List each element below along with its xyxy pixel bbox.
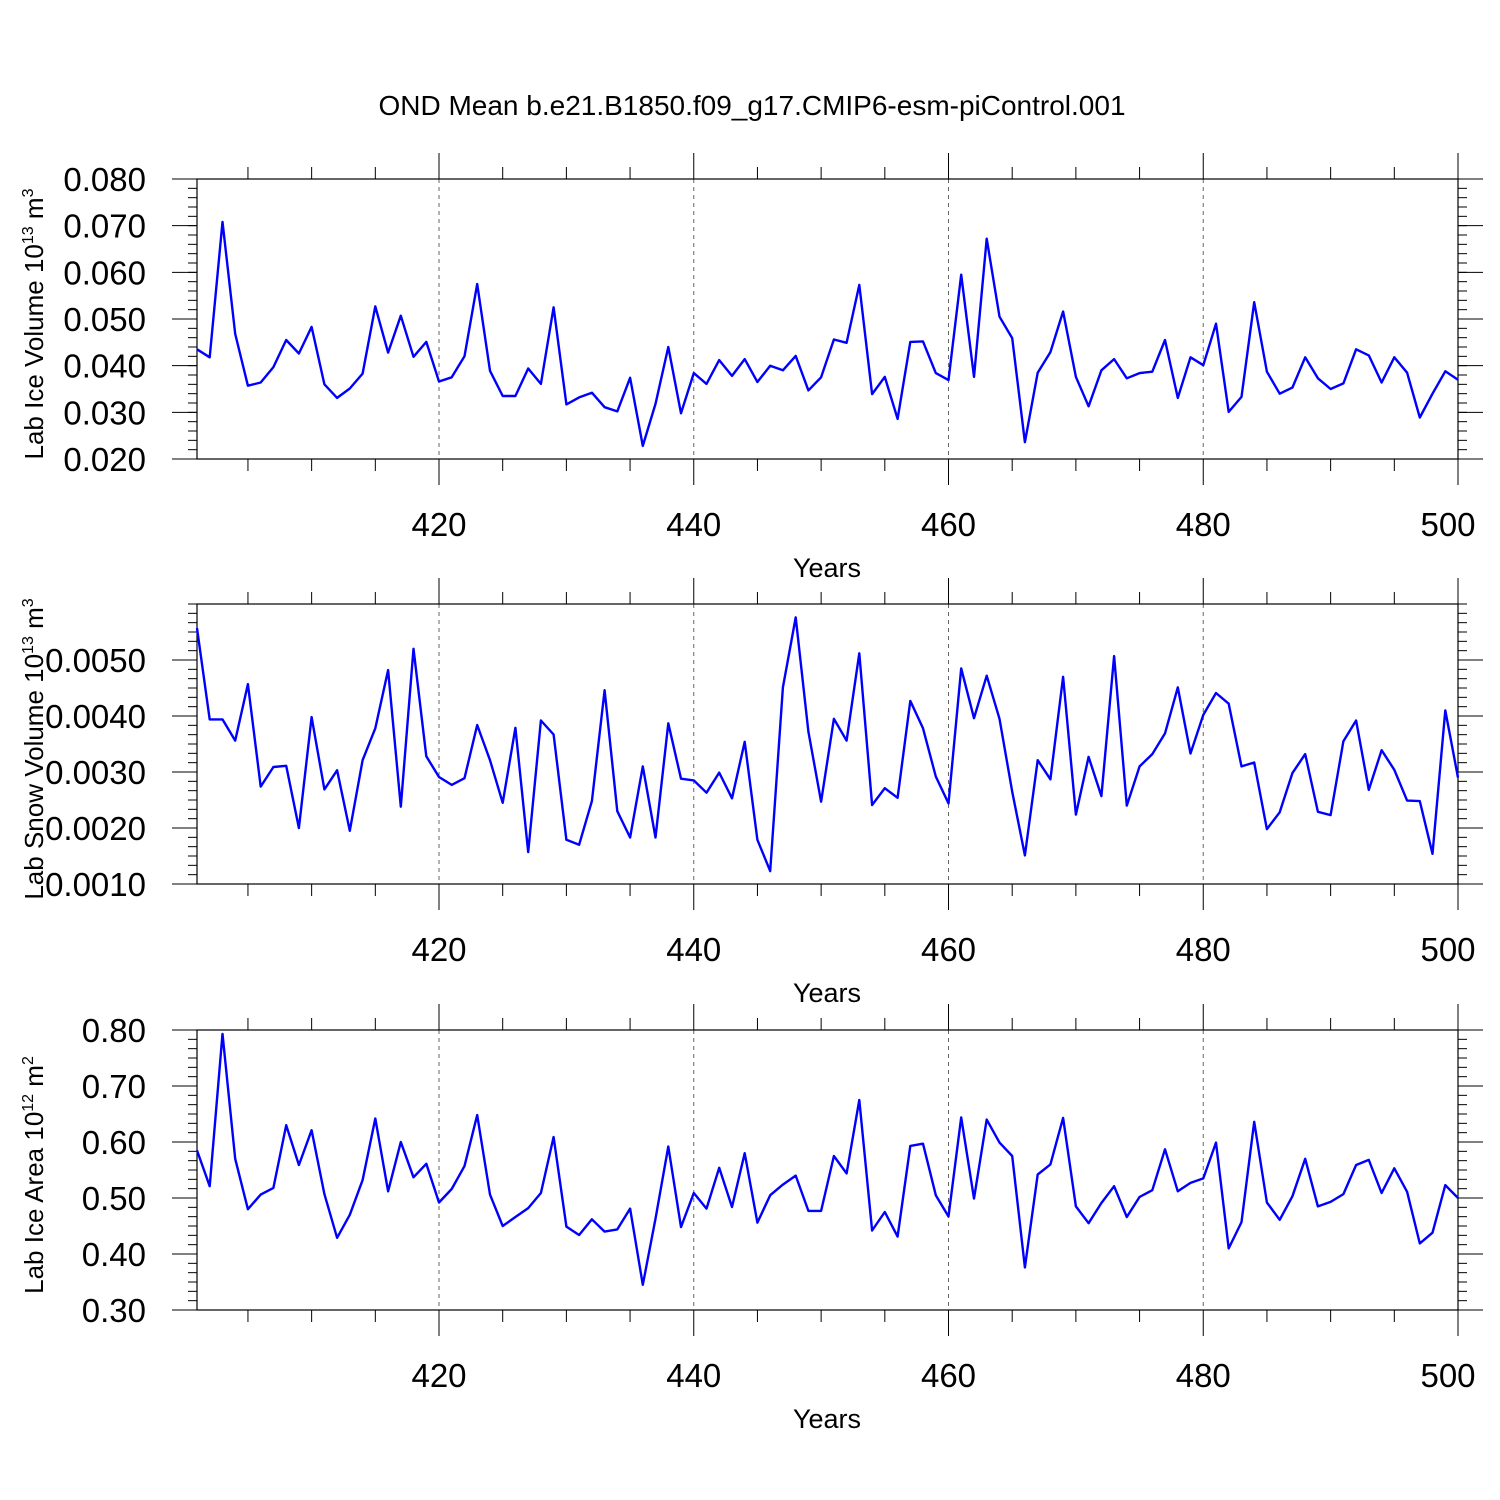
y-tick-label: 0.060 (63, 254, 146, 291)
y-tick-label: 0.0020 (45, 810, 146, 847)
y-tick-label: 0.60 (82, 1124, 146, 1161)
y-tick-label: 0.030 (63, 394, 146, 431)
chart-title: OND Mean b.e21.B1850.f09_g17.CMIP6-esm-p… (378, 90, 1125, 121)
y-tick-label: 0.020 (63, 441, 146, 478)
plot-frame (196, 603, 1459, 885)
x-tick-label: 500 (1420, 931, 1475, 968)
x-tick-label: 440 (666, 506, 721, 543)
series-line (196, 220, 1459, 448)
x-tick-label: 480 (1176, 931, 1231, 968)
y-tick-label: 0.0030 (45, 754, 146, 791)
series-line (195, 616, 1460, 873)
x-tick-label: 460 (921, 1357, 976, 1394)
y-tick-label: 0.0010 (45, 866, 146, 903)
plot-frame (196, 178, 1459, 460)
x-tick-label: 440 (666, 931, 721, 968)
y-axis-label: Lab Ice Area 1012 m2 (19, 1056, 49, 1294)
x-tick-label: 420 (411, 506, 466, 543)
chart-panel-2: 0.0010 0.0020 0.0030 0.0040 0.0050 420 440 460 4… (19, 578, 1483, 1008)
y-tick-label: 0.80 (82, 1012, 146, 1049)
y-axis-label: Lab Ice Volume 1013 m3 (19, 188, 49, 459)
y-tick-label: 0.40 (82, 1236, 146, 1273)
y-tick-label: 0.0050 (45, 642, 146, 679)
x-tick-label: 480 (1176, 1357, 1231, 1394)
x-tick-label: 460 (921, 931, 976, 968)
x-axis-label: Years (793, 553, 861, 583)
x-axis-label: Years (793, 1404, 861, 1434)
x-tick-label: 460 (921, 506, 976, 543)
x-tick-label: 480 (1176, 506, 1231, 543)
y-tick-label: 0.080 (63, 161, 146, 198)
y-tick-label: 0.70 (82, 1068, 146, 1105)
x-tick-label: 420 (411, 931, 466, 968)
x-tick-label: 440 (666, 1357, 721, 1394)
series-line (195, 1032, 1459, 1287)
x-axis-label: Years (793, 978, 861, 1008)
y-tick-label: 0.070 (63, 208, 146, 245)
chart-panel-3: 0.30 0.40 0.50 0.60 0.70 0.80 420 440 460 480 500 Y… (19, 1004, 1483, 1434)
x-tick-label: 420 (411, 1357, 466, 1394)
y-tick-label: 0.040 (63, 348, 146, 385)
plot-frame (196, 1029, 1459, 1311)
y-tick-label: 0.50 (82, 1180, 146, 1217)
x-tick-label: 500 (1420, 506, 1475, 543)
y-tick-label: 0.30 (82, 1292, 146, 1329)
x-tick-label: 500 (1420, 1357, 1475, 1394)
y-axis-label: Lab Snow Volume 1013 m3 (19, 598, 49, 899)
chart-panel-1: 0.020 0.030 0.040 0.050 0.060 0.070 0.080 420 44… (19, 153, 1483, 583)
y-tick-label: 0.050 (63, 301, 146, 338)
y-tick-label: 0.0040 (45, 698, 146, 735)
